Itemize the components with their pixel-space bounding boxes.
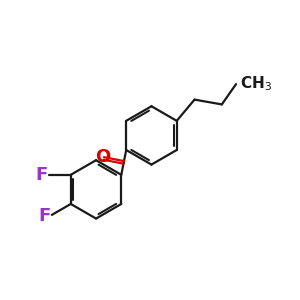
Text: CH$_3$: CH$_3$ — [239, 75, 272, 94]
Text: F: F — [38, 207, 50, 225]
Text: O: O — [94, 148, 110, 166]
Text: F: F — [35, 166, 47, 184]
